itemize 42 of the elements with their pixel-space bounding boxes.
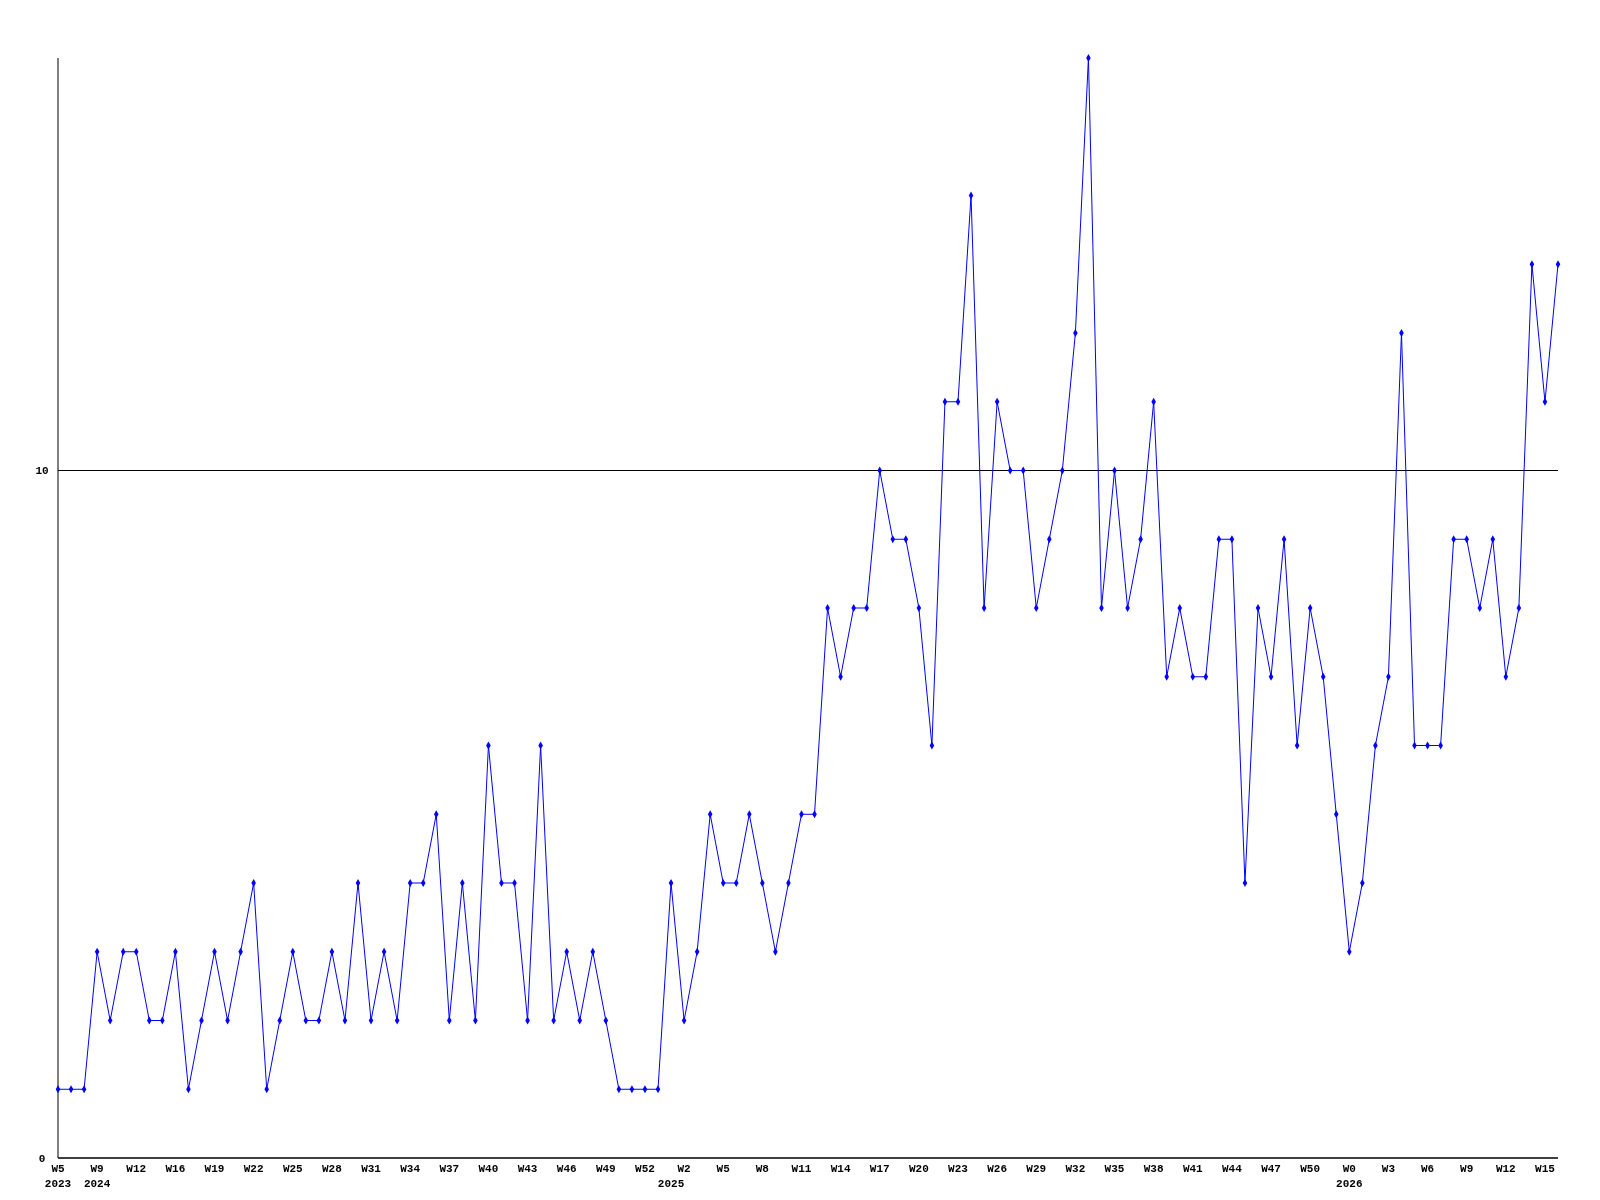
x-tick-label: W50 — [1300, 1163, 1321, 1175]
x-tick-label: W20 — [908, 1163, 929, 1175]
x-tick-label: W52 — [635, 1163, 655, 1175]
x-tick-label: W2 — [677, 1163, 691, 1175]
x-tick-label: W43 — [517, 1163, 538, 1175]
x-tick-label: W12 — [126, 1163, 147, 1175]
x-tick-label: W47 — [1261, 1163, 1281, 1175]
y-tick-label: 0 — [38, 1152, 46, 1165]
x-tick-label: W32 — [1065, 1163, 1086, 1175]
x-tick-label: W9 — [1460, 1163, 1474, 1175]
x-tick-label: W12 — [1495, 1163, 1516, 1175]
x-tick-label: W40 — [478, 1163, 499, 1175]
x-tick-label: W17 — [869, 1163, 890, 1175]
x-tick-label: W14 — [830, 1163, 851, 1175]
x-tick-label: 2025 — [657, 1178, 685, 1190]
x-tick-label: W49 — [595, 1163, 616, 1175]
x-tick-label: W3 — [1381, 1163, 1396, 1175]
x-tick-label: W38 — [1143, 1163, 1164, 1175]
x-tick-label: W16 — [165, 1163, 186, 1175]
x-tick-label: W25 — [282, 1163, 304, 1175]
x-tick-label: W37 — [439, 1163, 460, 1175]
x-tick-label: W5 — [716, 1163, 731, 1175]
x-tick-label: W31 — [361, 1163, 382, 1175]
x-tick-label: W34 — [400, 1163, 421, 1175]
x-tick-label: W11 — [791, 1163, 812, 1175]
x-tick-label: W6 — [1420, 1163, 1435, 1175]
x-tick-label: W26 — [987, 1163, 1008, 1175]
x-tick-label: W5 2023 — [44, 1163, 72, 1190]
x-tick-label: W9 2024 — [83, 1163, 111, 1190]
x-tick-label: W28 — [322, 1163, 343, 1175]
x-tick-label: W46 — [556, 1163, 577, 1175]
y-tick-label: 10 — [35, 465, 49, 478]
x-tick-label: W19 — [204, 1163, 225, 1175]
x-tick-label: W44 — [1222, 1163, 1243, 1175]
x-tick-label: W15 — [1535, 1163, 1556, 1175]
x-tick-label: W8 — [755, 1163, 770, 1175]
x-tick-label: W23 — [948, 1163, 969, 1175]
x-tick-label: W0 2026 — [1336, 1163, 1363, 1190]
x-tick-label: W41 — [1182, 1163, 1204, 1175]
x-tick-label: W22 — [243, 1163, 264, 1175]
x-tick-label: W29 — [1026, 1163, 1047, 1175]
x-tick-label: W35 — [1104, 1163, 1125, 1175]
